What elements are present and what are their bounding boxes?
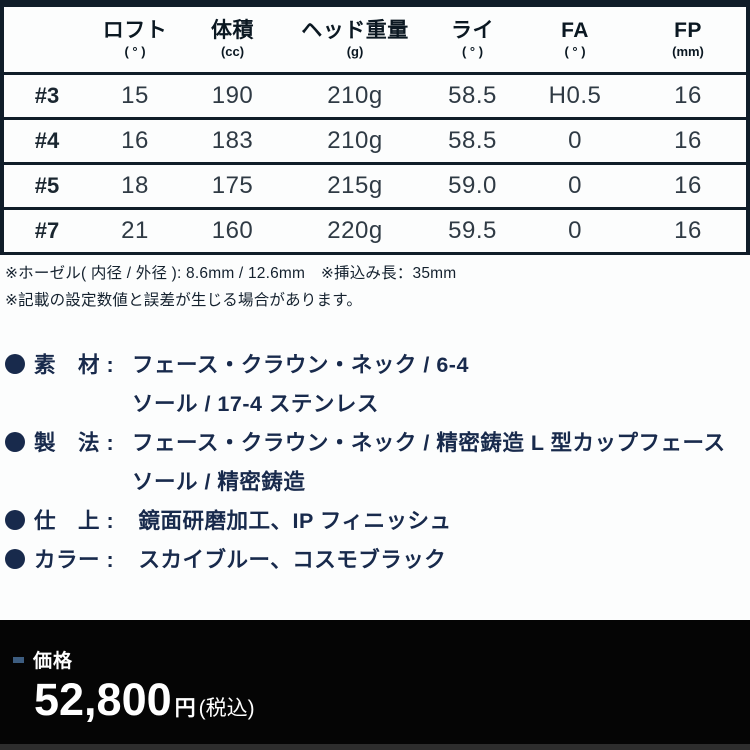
- fa-value: 0: [568, 172, 582, 199]
- head-weight-value: 215g: [327, 172, 383, 199]
- price-label-row: 価格: [13, 646, 73, 673]
- head-weight-value: 220g: [327, 217, 383, 244]
- header-loft: ロフト ( ° ): [102, 19, 168, 60]
- loft-value: 16: [121, 127, 149, 154]
- lie-value: 59.5: [448, 217, 497, 244]
- volume-value: 175: [211, 172, 254, 199]
- spec-material-value2: ソール / 17-4 ステンレス: [132, 392, 379, 416]
- header-head-weight: ヘッド重量 (g): [301, 19, 409, 60]
- product-spec-list: 素 材 : フェース・クラウン・ネック / 6-4 ソール / 17-4 ステン…: [0, 344, 750, 578]
- header-club: [4, 38, 90, 41]
- volume-value: 183: [211, 127, 254, 154]
- spec-material-value1: フェース・クラウン・ネック / 6-4: [132, 353, 469, 377]
- spec-finish-line: 仕 上 : 鏡面研磨加工、IP フィニッシュ: [0, 500, 750, 539]
- footnote-hosel: ※ホーゼル( 内径 / 外径 ): 8.6mm / 12.6mm ※挿込み長：3…: [5, 265, 457, 282]
- bullet-icon: [5, 548, 25, 569]
- club-number: #4: [34, 128, 60, 153]
- fa-value: H0.5: [548, 82, 602, 109]
- bottom-strip: [0, 744, 750, 750]
- table-row-4: #4 16 183 210g 58.5 0 16: [4, 120, 746, 165]
- spec-method-line1: 製 法 : フェース・クラウン・ネック / 精密鋳造 L 型カップフェース: [0, 422, 750, 461]
- spec-color-line: カラー : スカイブルー、コスモブラック: [0, 539, 750, 578]
- club-number: #5: [34, 173, 60, 198]
- head-weight-value: 210g: [327, 82, 383, 109]
- spec-method-value1: フェース・クラウン・ネック / 精密鋳造 L 型カップフェース: [132, 431, 726, 455]
- loft-value: 21: [121, 217, 149, 244]
- price-label: 価格: [33, 651, 74, 672]
- header-fa: FA ( ° ): [561, 19, 589, 60]
- header-lie: ライ ( ° ): [451, 19, 494, 60]
- fp-value: 16: [674, 127, 702, 154]
- spec-method-label: 製 法 :: [34, 431, 115, 455]
- price-tax-note: (税込): [198, 697, 255, 720]
- fp-value: 16: [674, 172, 702, 199]
- price-amount: 52,800: [34, 674, 172, 725]
- fp-value: 16: [674, 217, 702, 244]
- fa-value: 0: [568, 127, 582, 154]
- club-number: #7: [34, 218, 60, 243]
- table-row-3: #3 15 190 210g 58.5 H0.5 16: [4, 75, 746, 120]
- volume-value: 190: [211, 82, 254, 109]
- price-section: 価格 52,800 円 (税込): [0, 620, 750, 744]
- loft-value: 15: [121, 82, 149, 109]
- spec-material-line2: ソール / 17-4 ステンレス: [132, 383, 750, 422]
- table-row-5: #5 18 175 215g 59.0 0 16: [4, 165, 746, 210]
- header-volume: 体積 (cc): [211, 19, 254, 60]
- spec-color-value: スカイブルー、コスモブラック: [132, 548, 447, 572]
- spec-material-label: 素 材 :: [34, 353, 115, 377]
- head-weight-value: 210g: [327, 127, 383, 154]
- loft-value: 18: [121, 172, 149, 199]
- price-currency: 円: [174, 697, 196, 720]
- spec-material-line1: 素 材 : フェース・クラウン・ネック / 6-4: [0, 344, 750, 383]
- bullet-icon: [5, 353, 25, 374]
- bullet-icon: [5, 509, 25, 530]
- spec-color-label: カラー :: [34, 548, 115, 572]
- volume-value: 160: [211, 217, 254, 244]
- lie-value: 58.5: [448, 127, 497, 154]
- lie-value: 59.0: [448, 172, 497, 199]
- spec-method-value2: ソール / 精密鋳造: [132, 470, 306, 494]
- header-fp: FP (mm): [672, 19, 704, 60]
- spec-finish-label: 仕 上 :: [34, 509, 115, 533]
- accent-dash-icon: [13, 656, 24, 663]
- spec-finish-value: 鏡面研磨加工、IP フィニッシュ: [132, 509, 452, 533]
- spec-method-line2: ソール / 精密鋳造: [132, 461, 750, 500]
- fp-value: 16: [674, 82, 702, 109]
- fa-value: 0: [568, 217, 582, 244]
- club-spec-table: ロフト ( ° ) 体積 (cc) ヘッド重量 (g) ライ ( ° ) FA …: [0, 0, 750, 255]
- bullet-icon: [5, 431, 25, 452]
- table-row-7: #7 21 160 220g 59.5 0 16: [4, 210, 746, 252]
- club-number: #3: [34, 83, 60, 108]
- table-header-row: ロフト ( ° ) 体積 (cc) ヘッド重量 (g) ライ ( ° ) FA …: [4, 7, 746, 75]
- footnote-disclaimer: ※記載の設定数値と誤差が生じる場合があります。: [5, 292, 363, 309]
- lie-value: 58.5: [448, 82, 497, 109]
- footnotes: ※ホーゼル( 内径 / 外径 ): 8.6mm / 12.6mm ※挿込み長：3…: [5, 260, 745, 314]
- price-amount-row: 52,800 円 (税込): [34, 674, 255, 726]
